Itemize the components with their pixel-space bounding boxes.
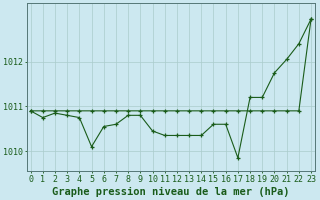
X-axis label: Graphe pression niveau de la mer (hPa): Graphe pression niveau de la mer (hPa) xyxy=(52,186,290,197)
